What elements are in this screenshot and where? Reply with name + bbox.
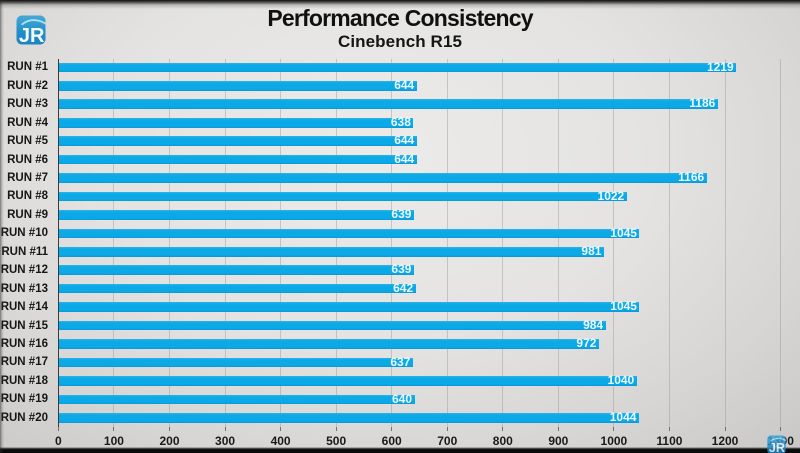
svg-text:JR: JR xyxy=(19,25,45,45)
svg-text:JR: JR xyxy=(769,441,785,453)
